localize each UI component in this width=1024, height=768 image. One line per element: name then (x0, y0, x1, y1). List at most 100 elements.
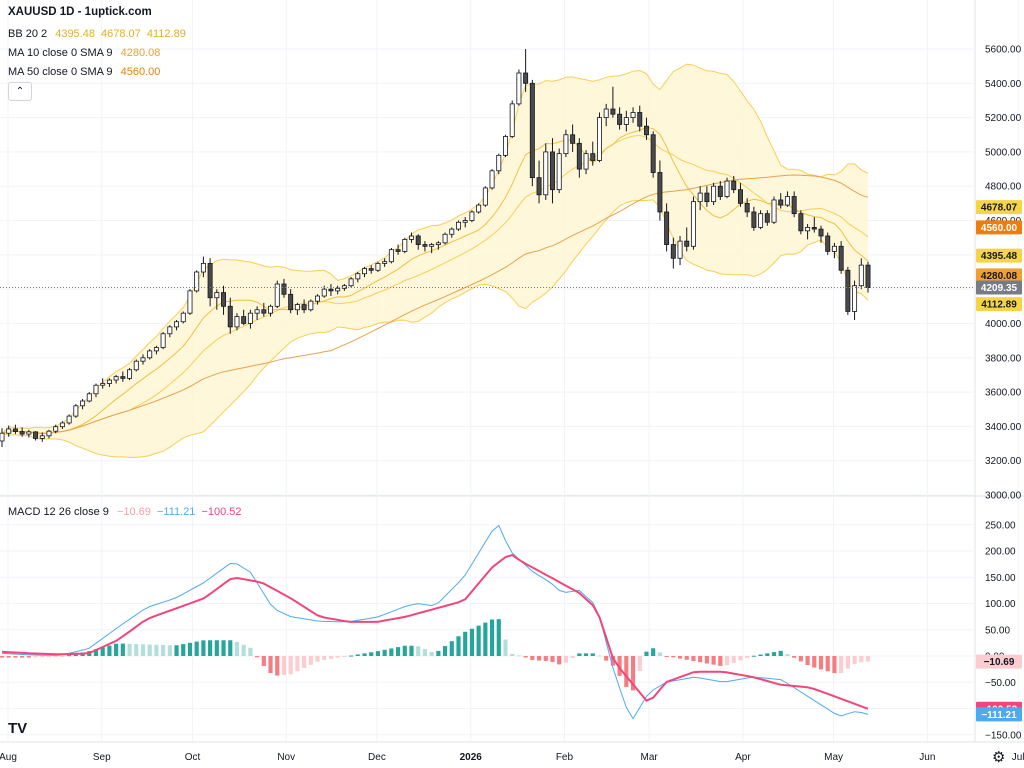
price-tick-label: 4000.00 (985, 319, 1022, 330)
candle-body (315, 295, 321, 302)
macd-hist-bar (255, 656, 260, 658)
macd-panel (0, 524, 871, 720)
macd-hist-bar (859, 656, 864, 663)
macd-hist-bar (812, 656, 817, 668)
candle-body (670, 244, 676, 259)
candle-body (617, 113, 623, 125)
candle-body (690, 201, 696, 247)
candle-body (744, 202, 750, 213)
candle-body (39, 435, 45, 439)
macd-hist-bar (154, 644, 159, 656)
candle-body (301, 304, 307, 311)
macd-hist-bar (449, 641, 454, 656)
macd-hist-bar (543, 656, 548, 661)
candle-body (207, 263, 213, 299)
price-tick-label: 4800.00 (985, 182, 1022, 193)
candle-body (140, 357, 146, 362)
macd-hist-bar (60, 656, 65, 657)
time-axis[interactable]: Aug Sep Oct Nov Dec 2026 Feb Mar Apr May Jun Jul (0, 752, 1024, 763)
price-value-tag-text: 4280.08 (981, 271, 1018, 282)
macd-hist-bar (442, 646, 448, 656)
legend-macd-hist: −10.69 (116, 506, 151, 518)
time-tick-label: Feb (556, 752, 574, 763)
macd-hist-bar (852, 656, 857, 664)
candle-body (496, 154, 502, 172)
candle-body (825, 235, 831, 252)
macd-hist-bar (436, 650, 441, 656)
candlesticks (0, 49, 975, 447)
candle-body (221, 292, 227, 307)
price-value-tag (976, 220, 1022, 235)
macd-hist-bar (147, 644, 152, 656)
chevron-up-icon: ⌃ (15, 86, 25, 97)
candle-body (174, 321, 180, 328)
candle-body (489, 170, 495, 189)
macd-hist-bar (664, 656, 669, 657)
candle-body (214, 292, 220, 299)
candle-body (120, 376, 126, 379)
price-tick-label: 3000.00 (985, 491, 1022, 502)
legend-ma50[interactable]: MA 50 close 0 SMA 9 4560.00 (8, 66, 160, 78)
macd-value-tag (976, 654, 1022, 669)
candle-body (811, 226, 817, 230)
price-tick-label: 5000.00 (985, 147, 1022, 158)
macd-hist-bar (651, 648, 656, 656)
candle-body (200, 263, 206, 273)
candle-body (388, 249, 394, 263)
price-axis[interactable]: 5600.005400.005200.005000.004800.004600.… (976, 45, 1022, 742)
candle-body (422, 244, 428, 247)
macd-hist-bar (349, 655, 354, 657)
candle-body (570, 134, 576, 144)
macd-hist-bar (577, 653, 582, 656)
macd-hist-bar (523, 656, 528, 658)
macd-hist-bar (382, 649, 387, 656)
candle-body (375, 263, 381, 271)
legend-macd-name: MACD 12 26 close 9 (8, 506, 109, 518)
candle-body (516, 72, 522, 105)
candle-body (33, 431, 39, 439)
candle-body (355, 273, 361, 280)
candle-body (737, 189, 743, 204)
price-value-tag (976, 297, 1022, 312)
legend-bb-upper: 4678.07 (101, 28, 141, 40)
candle-body (563, 134, 569, 155)
macd-hist-bar (342, 656, 347, 657)
macd-hist-bar (530, 656, 535, 660)
price-tick-label: 3400.00 (985, 422, 1022, 433)
candle-body (576, 142, 582, 170)
macd-tick-label: 200.00 (985, 547, 1016, 558)
legend-macd-macd: −111.21 (156, 506, 196, 518)
candle-body (462, 220, 468, 223)
macd-hist-bar (644, 651, 649, 656)
tradingview-logo-icon[interactable]: TV (8, 720, 28, 737)
candle-body (59, 422, 65, 428)
time-tick-label: Mar (641, 752, 659, 763)
legend-bb[interactable]: BB 20 2 4395.48 4678.07 4112.89 (8, 28, 186, 40)
legend-ma10[interactable]: MA 10 close 0 SMA 9 4280.08 (8, 47, 160, 59)
macd-hist-bar (785, 654, 790, 656)
candle-body (724, 180, 730, 197)
macd-hist-bar (778, 650, 783, 656)
macd-hist-bar (671, 656, 676, 658)
macd-hist-bar (295, 656, 300, 672)
candle-body (684, 240, 690, 247)
candle-body (536, 177, 542, 196)
candle-body (596, 117, 602, 161)
last-price-tag (976, 280, 1022, 295)
candle-body (241, 316, 247, 324)
candle-body (637, 112, 643, 127)
macd-hist-bar (463, 631, 468, 656)
gear-icon[interactable]: ⚙ (992, 749, 1006, 766)
collapse-legend-button[interactable]: ⌃ (8, 82, 32, 101)
candle-body (80, 400, 86, 407)
candle-body (865, 264, 871, 288)
legend-macd[interactable]: MACD 12 26 close 9 −10.69 −111.21 −100.5… (8, 506, 242, 518)
price-value-tag (976, 248, 1022, 263)
candle-body (657, 172, 663, 213)
price-value-tag-text: 4112.89 (981, 300, 1017, 311)
macd-hist-bar (798, 656, 803, 662)
symbol-title: XAUUSD 1D - 1uptick.com (8, 6, 152, 18)
macd-hist-bar (657, 652, 662, 656)
macd-value-tag-text: −111.21 (981, 710, 1017, 721)
